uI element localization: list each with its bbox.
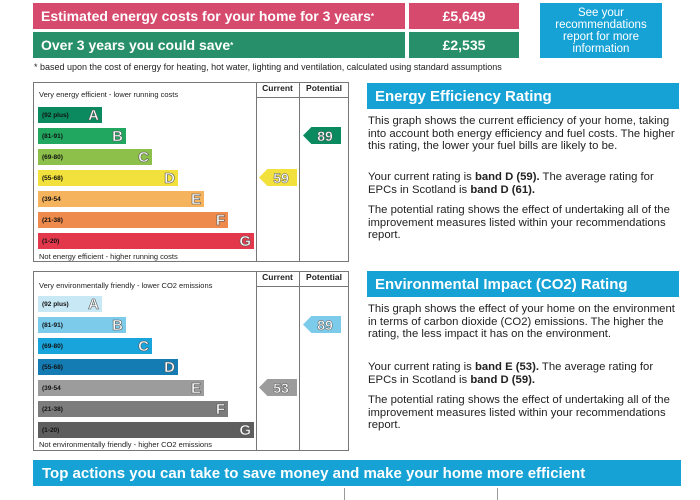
energy-col-potential: Potential <box>306 83 342 93</box>
cost-row-estimated: Estimated energy costs for your home for… <box>33 3 519 29</box>
energy_chart-band-E: (39-54 E <box>38 190 204 208</box>
env-top-text: Very environmentally friendly - lower CO… <box>39 281 213 290</box>
energy_chart-current-rating-arrow: 59 <box>259 169 297 186</box>
env-panel-p1: This graph shows the effect of your home… <box>368 303 675 340</box>
env_chart-band-C: (69-80) C <box>38 337 152 355</box>
energy_chart-band-range: (81-91) <box>42 132 63 140</box>
env-panel-title: Environmental Impact (CO2) Rating <box>367 271 679 297</box>
env_chart-band-range: (1-20) <box>42 426 60 434</box>
env-panel-p2: Your current rating is band E (53). The … <box>368 361 654 386</box>
energy_chart-band-letter: D <box>164 169 175 187</box>
energy-panel-p1: This graph shows the current efficiency … <box>368 115 675 152</box>
energy-panel-p3: The potential rating shows the effect of… <box>368 204 670 241</box>
cost-value-savings: £2,535 <box>405 32 519 58</box>
cost-value-estimated: £5,649 <box>405 3 519 29</box>
energy_chart-band-range: (21-38) <box>42 216 63 224</box>
env_chart-band-B: (81-91) B <box>38 316 126 334</box>
energy_chart-band-range: (39-54 <box>42 195 61 203</box>
env_chart-band-range: (81-91) <box>42 321 63 329</box>
cost-label-savings: Over 3 years you could save * <box>33 32 405 58</box>
env_chart-band-F: (21-38) F <box>38 400 228 418</box>
env_chart-band-letter: E <box>190 379 202 397</box>
env-bottom-text: Not environmentally friendly - higher CO… <box>39 440 212 449</box>
energy_chart-band-C: (69-80) C <box>38 148 152 166</box>
energy-col-current: Current <box>262 83 293 93</box>
energy_chart-band-B: (81-91) B <box>38 127 126 145</box>
energy-panel-p2: Your current rating is band D (59). The … <box>368 171 654 196</box>
env_chart-current-rating-arrow: 53 <box>259 379 297 396</box>
env_chart-band-letter: F <box>215 400 226 418</box>
env_chart-band-letter: C <box>138 337 149 355</box>
env-col-potential: Potential <box>306 272 342 282</box>
env_chart-band-letter: B <box>112 316 123 334</box>
env_chart-band-range: (21-38) <box>42 405 63 413</box>
energy_chart-band-range: (69-80) <box>42 153 63 161</box>
top-actions-banner: Top actions you can take to save money a… <box>33 460 681 486</box>
env_chart-potential-rating-arrow: 89 <box>303 316 341 333</box>
energy_chart-band-letter: A <box>88 106 99 124</box>
env_chart-band-letter: A <box>88 295 99 313</box>
env_chart-band-letter: D <box>164 358 175 376</box>
env_chart-band-G: (1-20) G <box>38 421 254 439</box>
energy_chart-band-letter: C <box>138 148 149 166</box>
env-panel-p3: The potential rating shows the effect of… <box>368 394 670 431</box>
energy-top-text: Very energy efficient - lower running co… <box>39 90 179 99</box>
environmental-impact-chart: Current Potential Very environmentally f… <box>33 271 349 451</box>
see-recommendations-box: See your recommendations report for more… <box>540 3 662 58</box>
env_chart-band-D: (55-68) D <box>38 358 178 376</box>
energy_chart-band-range: (55-68) <box>42 174 63 182</box>
env-col-current: Current <box>262 272 293 282</box>
energy_chart-potential-rating-arrow: 89 <box>303 127 341 144</box>
env_chart-band-E: (39-54 E <box>38 379 204 397</box>
energy-efficiency-chart: Current Potential Very energy efficient … <box>33 82 349 262</box>
env_chart-band-range: (39-54 <box>42 384 61 392</box>
energy_chart-band-letter: F <box>215 211 226 229</box>
energy_chart-band-letter: G <box>239 232 251 250</box>
energy-panel-title: Energy Efficiency Rating <box>367 83 679 109</box>
env_chart-band-A: (92 plus) A <box>38 295 102 313</box>
energy_chart-band-F: (21-38) F <box>38 211 228 229</box>
energy_chart-band-D: (55-68) D <box>38 169 178 187</box>
energy_chart-band-A: (92 plus) A <box>38 106 102 124</box>
energy-bottom-text: Not energy efficient - higher running co… <box>39 252 178 261</box>
energy_chart-band-range: (1-20) <box>42 237 60 245</box>
env_chart-band-letter: G <box>239 421 251 439</box>
energy_chart-band-letter: E <box>190 190 202 208</box>
cost-label-estimated: Estimated energy costs for your home for… <box>33 3 405 29</box>
env_chart-band-range: (69-80) <box>42 342 63 350</box>
env_chart-band-range: (55-68) <box>42 363 63 371</box>
energy_chart-band-G: (1-20) G <box>38 232 254 250</box>
energy_chart-band-range: (92 plus) <box>42 111 69 119</box>
cost-footnote: * based upon the cost of energy for heat… <box>34 62 502 72</box>
energy_chart-band-letter: B <box>112 127 123 145</box>
cost-row-savings: Over 3 years you could save * £2,535 <box>33 32 519 58</box>
env_chart-band-range: (92 plus) <box>42 300 69 308</box>
